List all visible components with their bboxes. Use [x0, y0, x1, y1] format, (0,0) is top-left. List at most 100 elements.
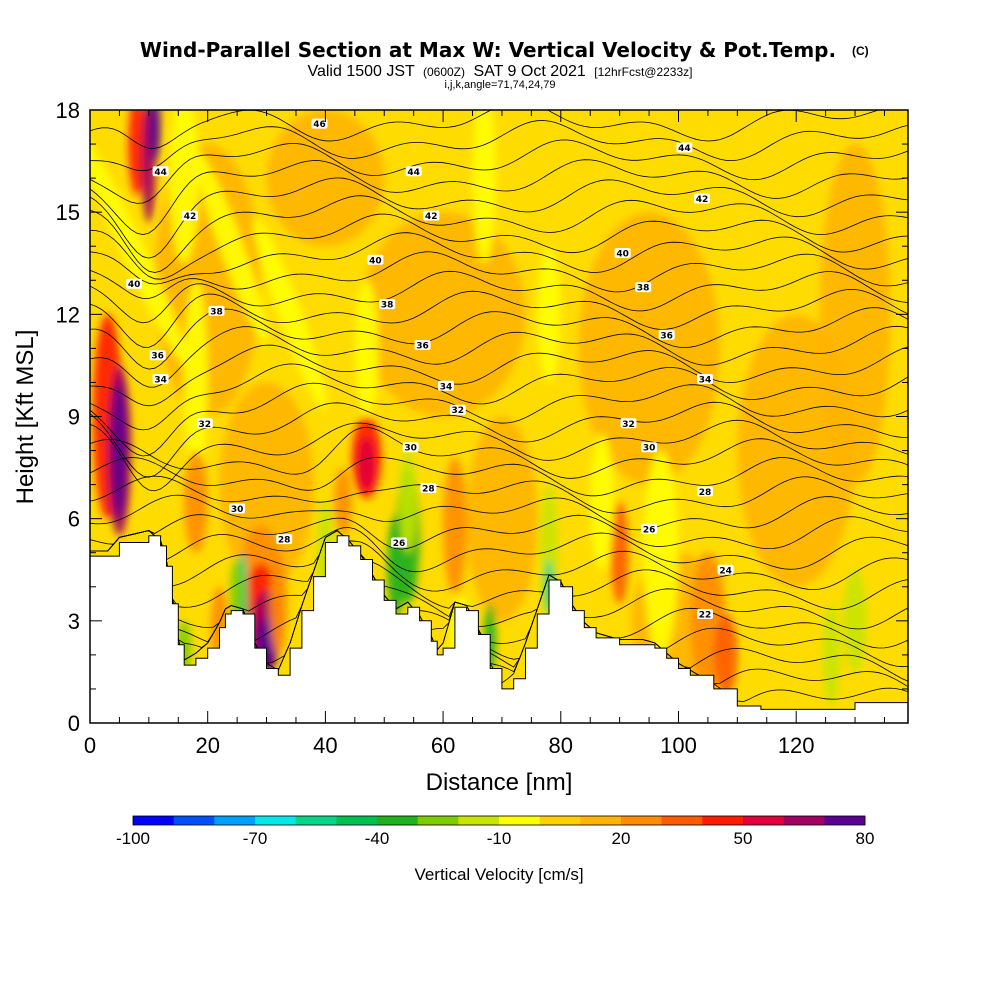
y-tick-label: 18 — [56, 98, 80, 123]
svg-text:38: 38 — [210, 307, 223, 317]
valid-zulu: (0600Z) — [423, 65, 465, 79]
svg-text:30: 30 — [404, 444, 417, 454]
svg-text:40: 40 — [616, 250, 629, 260]
colorbar-tick-label: 20 — [612, 829, 631, 848]
colorbar-frame — [132, 815, 866, 826]
theta-contour-line — [90, 213, 908, 280]
velocity-patch — [643, 450, 679, 655]
theta-contour-line — [90, 363, 908, 431]
x-axis: 0 20 40 60 80 100 120 — [84, 110, 885, 758]
terrain — [90, 535, 908, 723]
colorbar-swatch — [783, 816, 825, 825]
theta-contour-line — [90, 382, 908, 457]
y-tick-label: 0 — [68, 711, 80, 736]
svg-text:28: 28 — [699, 488, 712, 498]
velocity-patch — [590, 433, 614, 570]
colorbar-swatch — [824, 816, 866, 825]
x-tick-label: 80 — [549, 733, 573, 758]
y-tick-label: 12 — [56, 302, 80, 327]
velocity-patch — [713, 614, 738, 696]
colorbar-swatch — [499, 816, 540, 825]
theta-contour-label: 30 — [402, 442, 419, 454]
velocity-patch — [354, 280, 379, 417]
forecast-info: [12hrFcst@2233z] — [594, 65, 692, 79]
theta-contour-label: 36 — [149, 350, 166, 362]
theta-contour-line — [90, 288, 908, 348]
x-tick-label: 100 — [660, 733, 697, 758]
theta-contour-line — [90, 159, 908, 236]
svg-text:32: 32 — [622, 420, 635, 430]
theta-contour-line — [90, 110, 881, 149]
theta-contour-label: 46 — [311, 118, 328, 130]
svg-text:36: 36 — [151, 352, 164, 362]
svg-text:30: 30 — [231, 505, 244, 515]
velocity-patch — [578, 212, 720, 485]
theta-contour-line — [90, 527, 908, 573]
theta-contour-line — [90, 344, 908, 407]
svg-text:34: 34 — [154, 376, 167, 386]
theta-contour-label: 32 — [449, 404, 466, 416]
theta-contour-line — [90, 514, 908, 550]
theta-contour-label: 34 — [438, 380, 454, 392]
svg-text:24: 24 — [719, 566, 732, 576]
svg-text:42: 42 — [696, 195, 709, 205]
velocity-patch — [443, 457, 467, 594]
theta-contour-label: 32 — [620, 418, 637, 430]
velocity-patch — [269, 552, 288, 655]
svg-text:44: 44 — [407, 168, 420, 178]
theta-contour-label: 42 — [694, 193, 710, 205]
theta-contour-line — [90, 419, 908, 492]
theta-contour-line — [90, 270, 908, 324]
colorbar: -100 -70 -40 -10 20 50 80 — [116, 815, 875, 848]
theta-contour-line — [90, 401, 908, 478]
velocity-patch — [610, 501, 629, 604]
colorbar-tick-label: -10 — [487, 829, 512, 848]
theta-contour-label: 42 — [423, 210, 440, 222]
velocity-patch — [822, 603, 841, 707]
y-tick-label: 9 — [68, 405, 80, 430]
theta-contour-label: 30 — [229, 503, 246, 515]
theta-contour-label: 28 — [697, 486, 713, 498]
theta-contour-label: 34 — [697, 374, 713, 386]
theta-contour-label: 30 — [641, 442, 658, 454]
svg-text:34: 34 — [440, 382, 453, 392]
theta-contour-line — [90, 530, 908, 610]
x-axis-label: Distance [nm] — [426, 769, 573, 796]
chart-title: Wind-Parallel Section at Max W: Vertical… — [140, 38, 836, 62]
theta-contour-line — [90, 494, 908, 531]
colorbar-swatch — [621, 816, 662, 825]
svg-text:40: 40 — [128, 280, 141, 290]
colorbar-swatch — [133, 816, 174, 825]
theta-contour-label: 24 — [717, 564, 734, 576]
velocity-patch — [169, 110, 199, 264]
theta-contour-label: 22 — [697, 609, 713, 621]
svg-text:26: 26 — [643, 525, 656, 535]
theta-contour-line — [90, 195, 908, 273]
svg-text:40: 40 — [369, 256, 382, 266]
velocity-patch — [399, 450, 417, 553]
chart-header: Wind-Parallel Section at Max W: Vertical… — [140, 38, 869, 91]
colorbar-tick-label: -40 — [365, 829, 390, 848]
theta-contour-label: 26 — [641, 523, 658, 535]
theta-contour-label: 38 — [379, 299, 396, 311]
svg-text:46: 46 — [313, 120, 326, 130]
theta-contour-line — [90, 426, 908, 479]
velocity-patch — [466, 416, 538, 621]
theta-contour-label: 38 — [208, 305, 225, 317]
theta-contour-line — [90, 325, 908, 388]
colorbar-tick-label: -70 — [243, 829, 268, 848]
svg-text:28: 28 — [422, 485, 435, 495]
x-tick-label: 60 — [431, 733, 455, 758]
theta-contour-line — [90, 120, 908, 172]
svg-text:38: 38 — [381, 301, 394, 311]
theta-contour-label: 26 — [391, 537, 407, 549]
svg-text:34: 34 — [699, 376, 712, 386]
theta-contour-label: 36 — [414, 340, 431, 352]
velocity-patch — [253, 218, 327, 411]
theta-contour-label: 44 — [405, 166, 422, 178]
svg-text:26: 26 — [393, 539, 406, 549]
theta-contour-label: 36 — [658, 329, 675, 341]
colorbar-tick-label: 80 — [856, 829, 875, 848]
svg-text:44: 44 — [678, 144, 691, 154]
